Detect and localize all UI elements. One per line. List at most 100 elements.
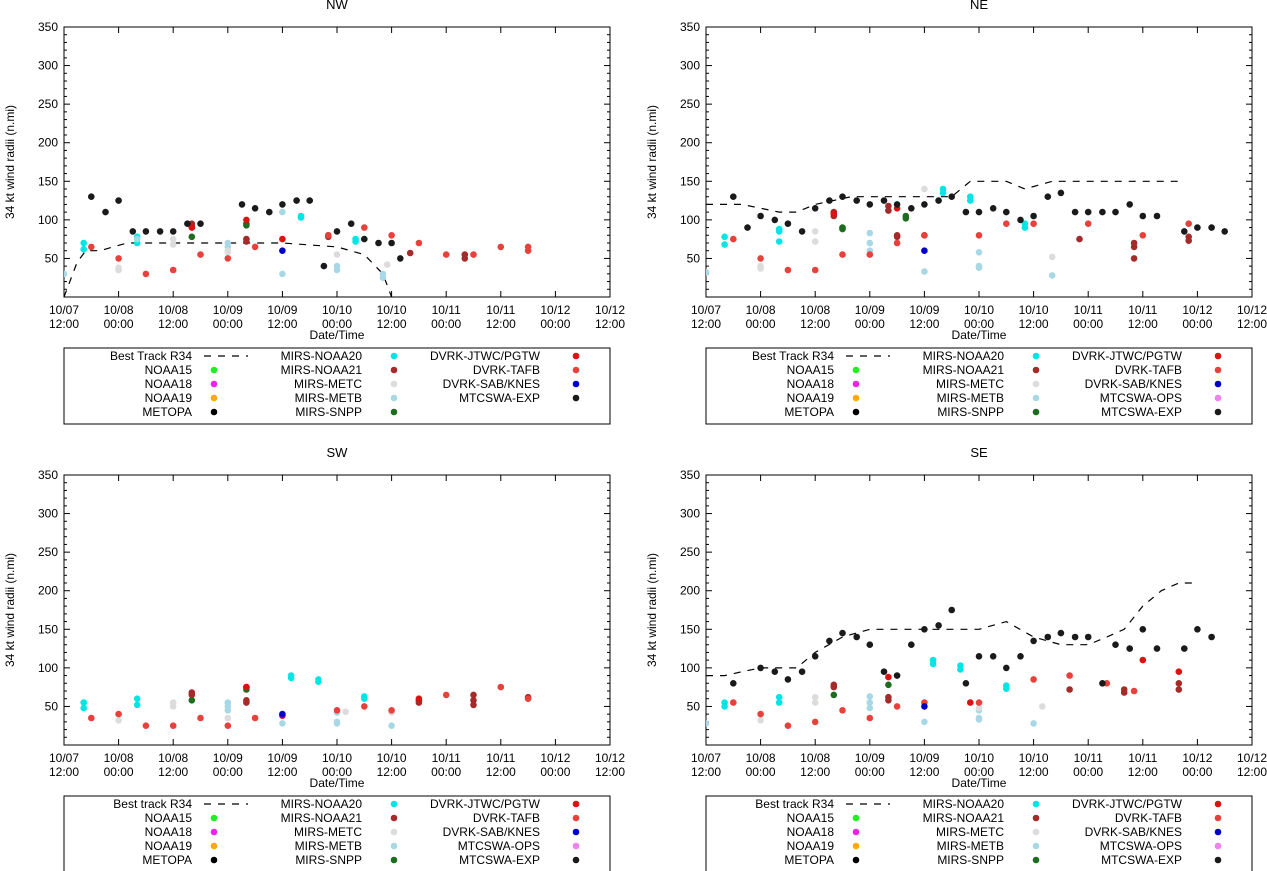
point-mtcswa-exp xyxy=(1208,633,1215,641)
point-mirs-metb xyxy=(866,229,874,237)
point-dvrk-tafb xyxy=(333,707,341,714)
legend-label: NOAA15 xyxy=(787,363,835,377)
x-axis-label: Date/Time xyxy=(952,328,1007,342)
legend-label: NOAA18 xyxy=(787,825,835,839)
point-mirs-noaa20 xyxy=(1003,685,1010,692)
x-tick-label: 10/10 xyxy=(964,303,994,317)
y-tick-label: 100 xyxy=(38,213,58,227)
legend-marker xyxy=(390,842,398,850)
point-mtcswa-exp xyxy=(757,664,764,672)
point-dvrk-sab-knes xyxy=(921,247,928,254)
x-tick-label: 10/07 xyxy=(49,751,79,765)
point-mtcswa-exp xyxy=(730,680,737,687)
legend-label: NOAA19 xyxy=(145,839,193,853)
x-tick-label: 12:00 xyxy=(909,317,939,331)
point-mirs-metb xyxy=(975,264,983,272)
y-tick-label: 300 xyxy=(680,507,700,521)
x-tick-label: 00:00 xyxy=(213,317,243,331)
point-mtcswa-exp xyxy=(142,228,150,235)
point-dvrk-jtwc-pgtw xyxy=(243,216,250,224)
x-tick-label: 10/11 xyxy=(1128,751,1157,765)
point-mirs-metb xyxy=(333,720,341,727)
point-mtcswa-exp xyxy=(1112,208,1119,216)
point-mtcswa-exp xyxy=(1017,653,1024,660)
point-dvrk-tafb xyxy=(361,703,368,710)
point-mtcswa-exp xyxy=(826,637,833,645)
legend-box xyxy=(705,795,1253,871)
legend-label: NOAA18 xyxy=(145,825,193,839)
legend-marker xyxy=(210,828,218,836)
panel-se: SE5010015020025030035010/0712:0010/0800:… xyxy=(645,445,1267,871)
point-mtcswa-exp xyxy=(962,680,970,687)
x-tick-label: 00:00 xyxy=(1073,317,1103,331)
y-tick-label: 150 xyxy=(680,622,700,636)
legend-marker xyxy=(1214,842,1222,850)
point-mirs-metc xyxy=(342,708,350,716)
legend-marker xyxy=(572,814,580,822)
legend-marker xyxy=(1214,394,1222,402)
x-tick-label: 00:00 xyxy=(431,765,461,779)
y-axis-label: 34 kt wind radii (n.mi) xyxy=(645,553,659,667)
point-mirs-noaa20 xyxy=(939,189,947,197)
legend-label: NOAA19 xyxy=(145,391,193,405)
point-mirs-metb xyxy=(866,239,874,247)
point-dvrk-jtwc-pgtw xyxy=(967,699,974,706)
point-mirs-noaa20 xyxy=(361,695,368,702)
y-tick-label: 350 xyxy=(38,20,58,34)
point-dvrk-tafb xyxy=(88,243,95,251)
point-dvrk-tafb xyxy=(757,255,764,262)
legend-marker xyxy=(390,856,398,864)
point-mtcswa-exp xyxy=(908,641,915,648)
legend-label: DVRK-JTWC/PGTW xyxy=(1072,797,1183,811)
legend-label: MTCSWA-EXP xyxy=(1101,405,1182,419)
point-dvrk-tafb xyxy=(893,703,901,710)
legend-marker xyxy=(572,394,580,402)
point-mirs-noaa21 xyxy=(830,683,838,691)
point-dvrk-tafb xyxy=(524,695,532,702)
x-tick-label: 10/09 xyxy=(213,751,243,765)
panel-sw: SW5010015020025030035010/0712:0010/0800:… xyxy=(3,445,625,871)
point-mtcswa-exp xyxy=(880,668,888,675)
x-tick-label: 12:00 xyxy=(158,317,188,331)
x-tick-label: 12:00 xyxy=(267,765,297,779)
point-mtcswa-exp xyxy=(839,193,846,200)
legend-marker xyxy=(1032,856,1040,864)
y-tick-label: 300 xyxy=(38,59,58,73)
data-layer xyxy=(706,180,1228,279)
point-dvrk-tafb xyxy=(921,232,928,239)
point-dvrk-tafb xyxy=(115,255,122,262)
point-mtcswa-exp xyxy=(238,201,246,208)
legend-label: NOAA19 xyxy=(787,839,835,853)
y-tick-label: 150 xyxy=(38,622,58,636)
x-tick-label: 10/08 xyxy=(104,751,134,765)
point-dvrk-tafb xyxy=(839,251,846,258)
y-tick-label: 250 xyxy=(680,545,700,559)
legend-marker xyxy=(1032,352,1040,360)
point-dvrk-tafb xyxy=(975,232,983,239)
point-dvrk-tafb xyxy=(197,251,204,258)
point-mtcswa-exp xyxy=(1030,212,1037,220)
point-mtcswa-exp xyxy=(1181,228,1188,235)
y-axis-label: 34 kt wind radii (n.mi) xyxy=(645,105,659,219)
point-mirs-metb xyxy=(866,699,874,706)
point-mtcswa-exp xyxy=(1099,208,1106,216)
point-dvrk-tafb xyxy=(224,722,232,729)
point-mirs-noaa20 xyxy=(721,233,728,241)
x-tick-label: 00:00 xyxy=(964,765,994,779)
legend-label: DVRK-SAB/KNES xyxy=(1085,377,1182,391)
point-mtcswa-exp xyxy=(989,205,997,212)
point-mtcswa-exp xyxy=(771,216,779,224)
point-mtcswa-exp xyxy=(1126,645,1133,652)
point-mtcswa-exp xyxy=(866,641,874,648)
x-tick-label: 10/09 xyxy=(909,303,939,317)
x-tick-label: 12:00 xyxy=(800,765,830,779)
legend-label: MIRS-NOAA20 xyxy=(923,349,1005,363)
legend-label: Best Track R34 xyxy=(752,349,834,363)
legend-marker xyxy=(390,352,398,360)
legend-label: METOPA xyxy=(784,405,834,419)
legend-marker xyxy=(390,828,398,836)
point-mtcswa-exp xyxy=(347,220,355,227)
point-mtcswa-exp xyxy=(266,208,273,216)
point-dvrk-tafb xyxy=(1066,672,1073,679)
point-mtcswa-exp xyxy=(388,239,395,247)
